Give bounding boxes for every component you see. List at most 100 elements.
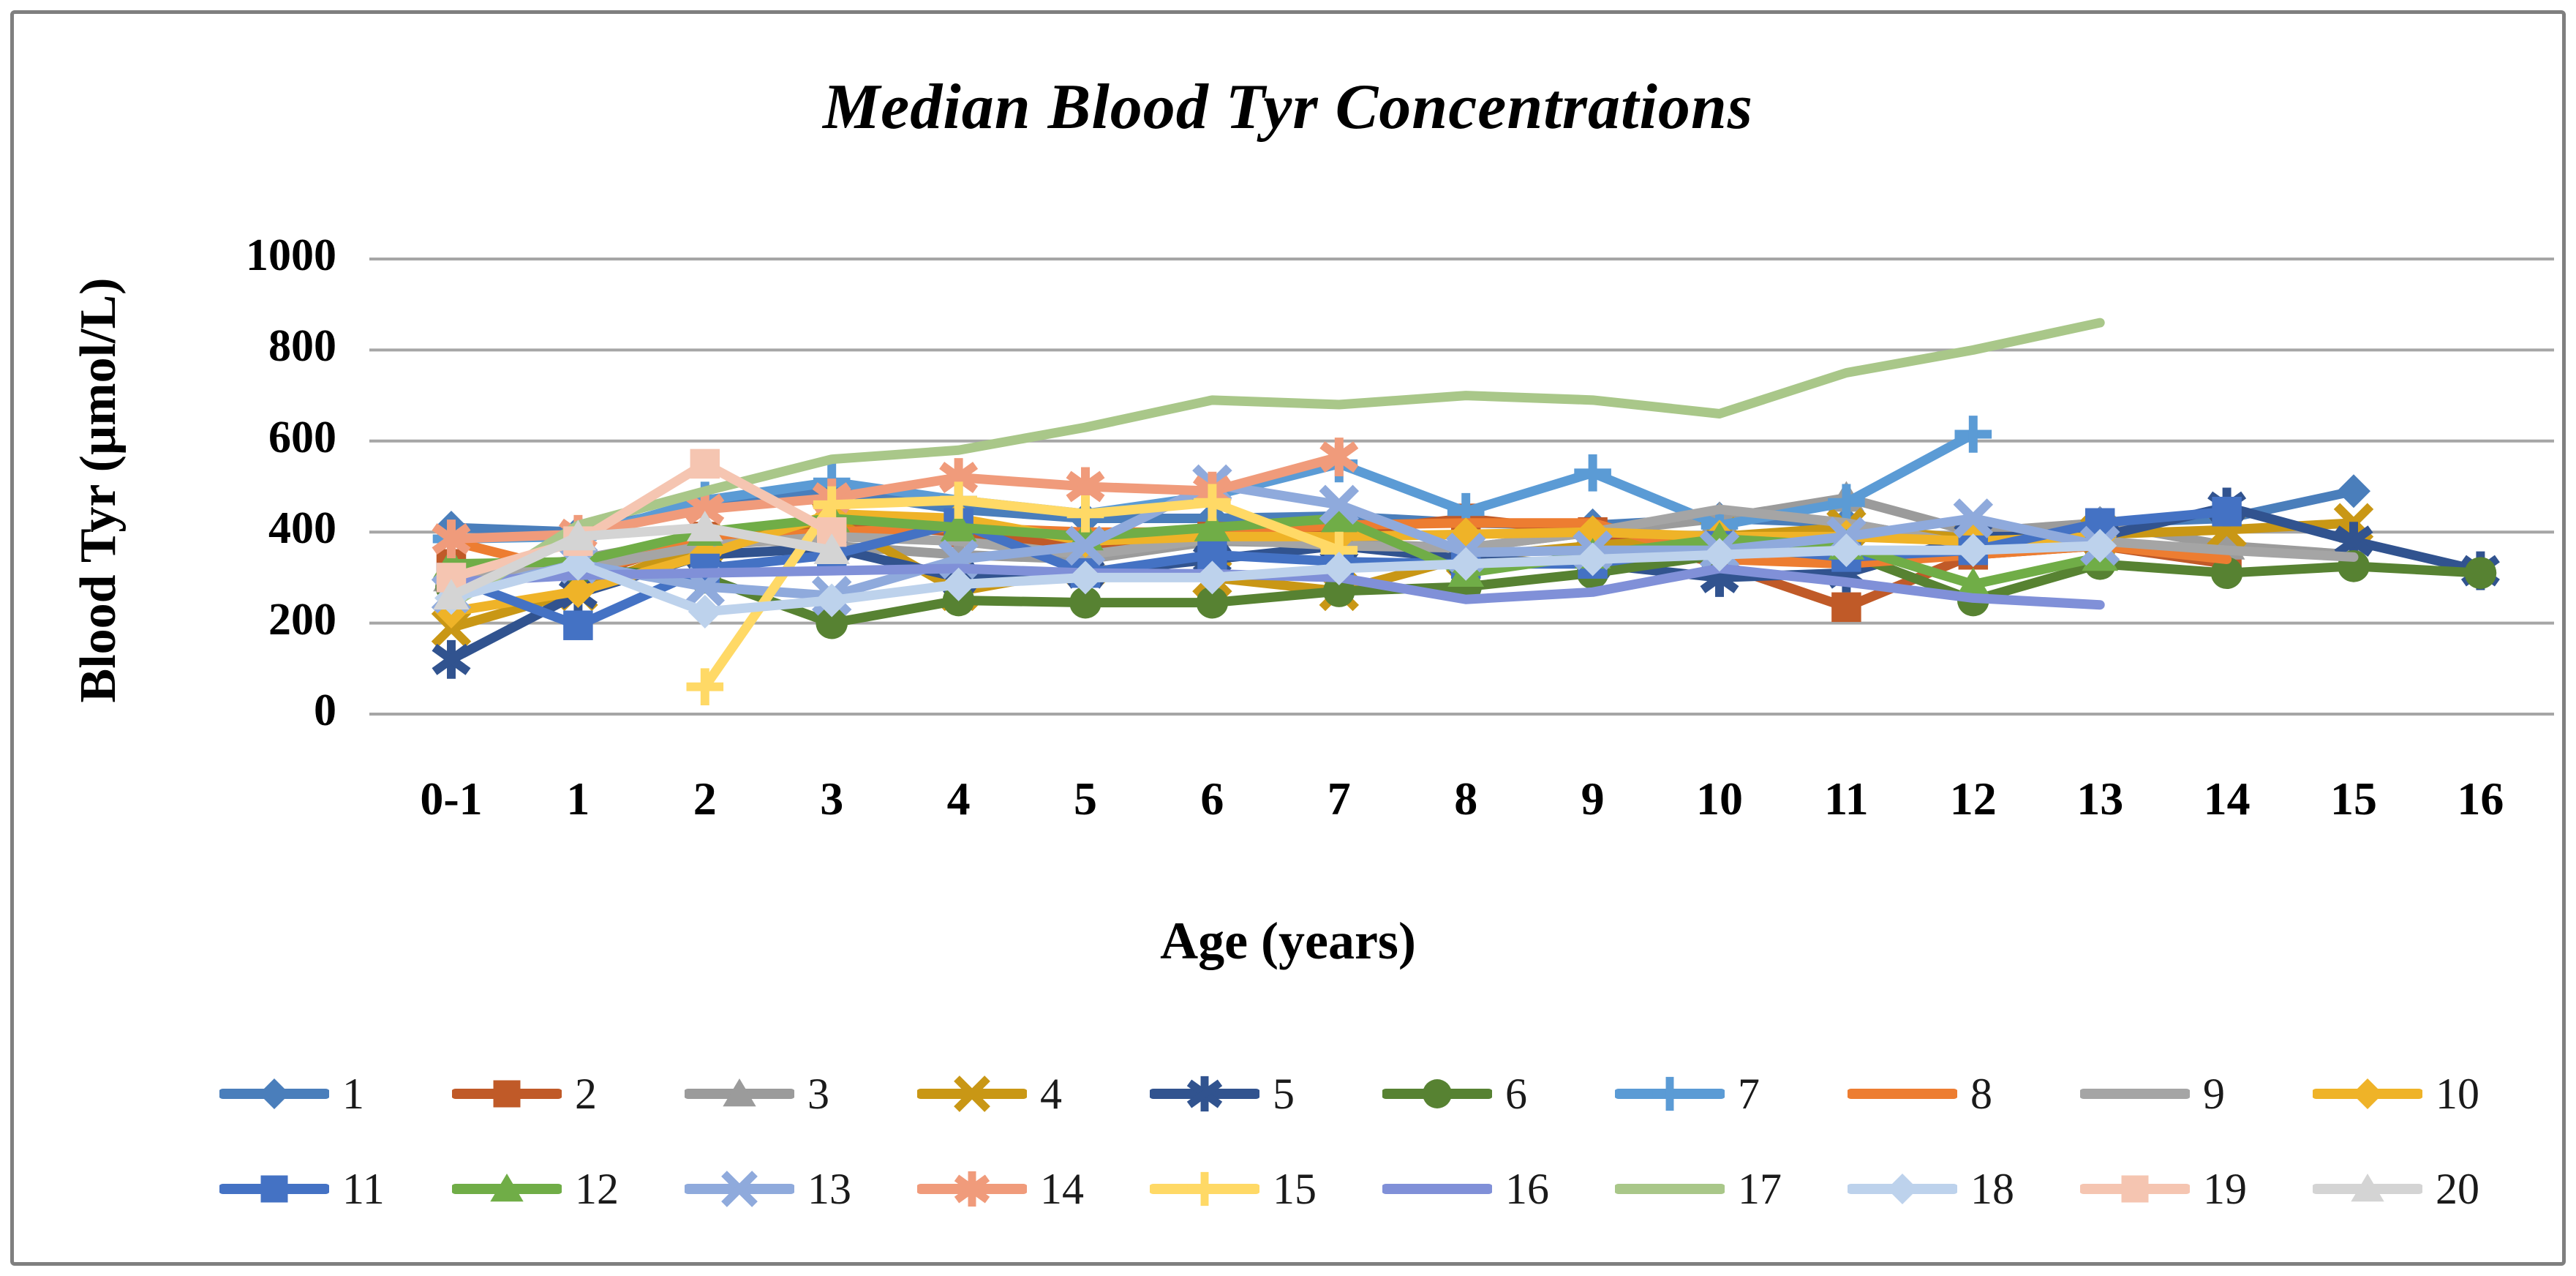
series-marker	[1069, 586, 1101, 619]
series-marker	[561, 574, 595, 609]
series-marker	[1069, 560, 1102, 595]
series-marker	[1320, 501, 1357, 533]
series-marker	[1954, 567, 1992, 598]
series-marker	[1187, 1171, 1222, 1206]
legend-item-18: 18	[1848, 1156, 2014, 1222]
series-marker	[816, 607, 848, 639]
x-tick-label: 8	[1454, 773, 1478, 825]
legend-item-9: 9	[2080, 1061, 2225, 1127]
legend-swatch-11	[219, 1175, 329, 1203]
legend-swatch-3	[685, 1078, 794, 1107]
series-marker	[954, 1076, 990, 1112]
series-marker	[1194, 510, 1231, 541]
legend-label-11: 11	[342, 1164, 385, 1213]
series-marker	[1322, 551, 1356, 585]
legend-swatch-13	[685, 1171, 794, 1207]
series-marker	[563, 610, 593, 640]
series-marker	[1319, 484, 1360, 525]
series-marker	[1887, 1174, 1918, 1204]
series-marker	[2212, 496, 2242, 527]
series-marker	[1186, 1076, 1223, 1112]
legend-label-14: 14	[1040, 1164, 1084, 1213]
legend-label-1: 1	[342, 1069, 364, 1118]
legend-item-19: 19	[2080, 1156, 2247, 1222]
x-tick-label: 1	[566, 773, 590, 825]
x-tick-label: 3	[820, 773, 844, 825]
series-line-18	[446, 541, 2105, 617]
legend-swatch-14	[917, 1171, 1027, 1207]
legend-label-4: 4	[1040, 1069, 1062, 1118]
legend-label-9: 9	[2203, 1069, 2225, 1118]
legend-label-7: 7	[1738, 1069, 1760, 1118]
series-marker	[940, 510, 977, 541]
series-marker	[686, 510, 723, 541]
legend-swatch-5	[1150, 1076, 1259, 1112]
series-marker	[1575, 542, 1610, 577]
series-marker	[815, 583, 849, 618]
series-marker	[688, 595, 722, 629]
legend-item-10: 10	[2313, 1061, 2479, 1127]
legend-swatch-15	[1150, 1171, 1259, 1206]
series-marker	[723, 1078, 756, 1107]
legend-item-4: 4	[917, 1061, 1062, 1127]
series-marker	[1703, 538, 1736, 572]
series-line-20	[446, 522, 837, 601]
legend-item-3: 3	[685, 1061, 829, 1127]
y-tick-label: 800	[268, 321, 336, 372]
legend-item-11: 11	[219, 1156, 385, 1222]
legend-item-12: 12	[452, 1156, 619, 1222]
x-tick-label: 15	[2330, 773, 2377, 825]
series-marker	[940, 481, 977, 519]
series-marker	[954, 1171, 990, 1207]
series-marker	[1196, 586, 1229, 619]
series-marker	[259, 1078, 290, 1109]
x-tick-label: 2	[693, 773, 717, 825]
legend-swatch-2	[452, 1080, 562, 1108]
series-marker	[1956, 533, 1990, 568]
legend-label-17: 17	[1738, 1164, 1782, 1213]
series-marker	[813, 486, 851, 524]
legend-label-5: 5	[1273, 1069, 1295, 1118]
series-marker	[560, 519, 597, 551]
legend-swatch-19	[2080, 1175, 2190, 1203]
x-tick-label: 9	[1581, 773, 1605, 825]
x-tick-label: 11	[1824, 773, 1869, 825]
legend-label-2: 2	[575, 1069, 597, 1118]
series-marker	[2464, 557, 2497, 590]
legend-swatch-16	[1382, 1184, 1492, 1194]
legend-label-10: 10	[2436, 1069, 2479, 1118]
x-tick-label: 16	[2457, 773, 2504, 825]
series-marker	[1828, 484, 1865, 522]
legend-label-6: 6	[1505, 1069, 1527, 1118]
legend-swatch-6	[1382, 1079, 1492, 1108]
series-marker	[2121, 1175, 2149, 1203]
legend-item-20: 20	[2313, 1156, 2479, 1222]
legend-swatch-4	[917, 1076, 1027, 1112]
series-marker	[1423, 1079, 1452, 1108]
legend-item-8: 8	[1848, 1061, 1992, 1127]
series-marker	[2351, 1174, 2384, 1202]
series-marker	[1953, 498, 1994, 538]
legend-item-15: 15	[1150, 1156, 1317, 1222]
series-line-15	[700, 495, 1344, 692]
legend-item-17: 17	[1615, 1156, 1782, 1222]
legend-label-13: 13	[807, 1164, 851, 1213]
legend-label-12: 12	[575, 1164, 619, 1213]
legend-swatch-18	[1848, 1174, 1957, 1204]
x-tick-label: 13	[2076, 773, 2124, 825]
legend-item-7: 7	[1615, 1061, 1760, 1127]
series-marker	[1449, 547, 1483, 581]
series-marker	[1319, 438, 1359, 477]
series-marker	[432, 519, 471, 558]
series-marker	[2083, 528, 2117, 563]
x-tick-label: 4	[946, 773, 971, 825]
series-marker	[490, 1174, 524, 1202]
series-marker	[1829, 533, 1864, 568]
x-tick-label: 10	[1696, 773, 1743, 825]
legend-swatch-9	[2080, 1089, 2190, 1099]
x-tick-label: 14	[2203, 773, 2251, 825]
legend-swatch-12	[452, 1174, 562, 1202]
legend-item-13: 13	[685, 1156, 851, 1222]
legend-label-15: 15	[1273, 1164, 1317, 1213]
